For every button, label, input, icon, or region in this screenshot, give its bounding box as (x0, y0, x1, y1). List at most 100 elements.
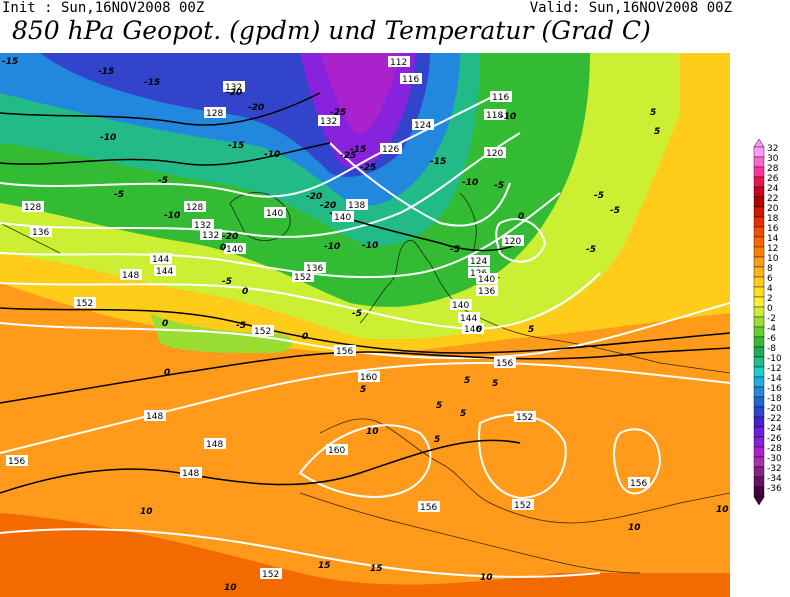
geopotential-label: 148 (146, 412, 163, 422)
legend-label: 28 (767, 164, 779, 174)
legend-label: -22 (767, 414, 782, 424)
geopotential-label-box (468, 267, 490, 278)
geopotential-label-box (462, 323, 484, 334)
temperature-label: 5 (654, 127, 660, 137)
temperature-label: -5 (450, 245, 460, 255)
map-canvas: 1121161161181201201241241261261281281281… (0, 53, 730, 597)
legend-label: 4 (767, 284, 773, 294)
temperature-label: 0 (242, 287, 248, 297)
geopotential-label-box (346, 199, 368, 210)
geopotential-label-box (400, 73, 422, 84)
temperature-label: -25 (360, 163, 376, 173)
valid-time-label: Valid: Sun,16NOV2008 00Z (529, 0, 732, 16)
legend-label: 8 (767, 264, 773, 274)
legend-label: -10 (767, 354, 782, 364)
legend-swatch (753, 396, 765, 408)
legend-label: -30 (767, 454, 782, 464)
temperature-label: -25 (340, 151, 356, 161)
legend-label: 18 (767, 214, 779, 224)
geopotential-label: 128 (24, 203, 41, 213)
temperature-label: -5 (494, 181, 504, 191)
legend-swatch (753, 366, 765, 378)
geopotential-label-box (628, 477, 650, 488)
legend-swatch (753, 336, 765, 348)
temperature-label: 5 (436, 401, 442, 411)
geopotential-label: 148 (122, 271, 139, 281)
geopotential-label-box (418, 501, 440, 512)
legend-label: 16 (767, 224, 779, 234)
geopotential-label: 132 (225, 83, 242, 93)
temperature-legend: 32 30 28 26 24 22 20 18 16 14 12 10 8 6 4 2 0 -2 -4 -6 -8 -10… (752, 138, 790, 509)
geopotential-label: 160 (360, 373, 377, 383)
legend-swatch (753, 186, 765, 198)
geopotential-label-box (184, 201, 206, 212)
temperature-label: 15 (318, 561, 331, 571)
isoline-152-south (0, 528, 601, 578)
geopotential-label-box (252, 325, 274, 336)
geopotential-label-box (264, 207, 286, 218)
temperature-label: 10 (224, 583, 237, 593)
temperature-label: -5 (236, 321, 246, 331)
geopotential-label-box (204, 107, 226, 118)
geopotential-label-box (514, 411, 536, 422)
geopotential-label: 152 (514, 501, 531, 511)
coastline-iceland (229, 192, 291, 241)
legend-swatch (753, 176, 765, 188)
geopotential-label-box (154, 265, 176, 276)
legend-swatch (753, 326, 765, 338)
geopotential-label: 156 (496, 359, 513, 369)
geopotential-label: 140 (226, 245, 243, 255)
geopotential-label: 152 (254, 327, 271, 337)
legend-label: -24 (767, 424, 782, 434)
geopotential-label: 160 (328, 446, 345, 456)
legend-swatch (753, 246, 765, 258)
init-time-label: Init : Sun,16NOV2008 00Z (2, 0, 205, 16)
isotherm-minus15 (0, 92, 321, 126)
geopotential-label: 116 (492, 93, 509, 103)
temperature-label: -20 (306, 192, 322, 202)
geopotential-label-box (334, 345, 356, 356)
geopotential-label: 132 (320, 117, 337, 127)
temperature-label: 0 (476, 325, 482, 335)
temperature-label: -15 (350, 145, 366, 155)
legend-label: -18 (767, 394, 782, 404)
geopotential-label-box (490, 91, 512, 102)
geopotential-label: 156 (8, 457, 25, 467)
geopotential-label: 138 (348, 201, 365, 211)
temperature-label: -5 (158, 176, 168, 186)
temperature-label: -20 (226, 88, 242, 98)
temperature-label: -15 (98, 67, 114, 77)
isoline-156 (0, 361, 730, 454)
geopotential-label-box (358, 371, 380, 382)
temperature-label: 0 (302, 332, 308, 342)
temperature-label: -15 (430, 157, 446, 167)
legend-swatch (753, 166, 765, 178)
temperature-label: -5 (114, 190, 124, 200)
temperature-label: 5 (492, 379, 498, 389)
geopotential-label-box (180, 467, 202, 478)
geopotential-label: 128 (206, 109, 223, 119)
isotherm-minus10 (0, 142, 331, 166)
legend-label: -20 (767, 404, 782, 414)
legend-swatch (753, 436, 765, 448)
geopotential-label-box (380, 143, 402, 154)
temperature-label: -20 (222, 232, 238, 242)
temperature-label: 10 (140, 507, 153, 517)
temperature-label: -10 (264, 150, 280, 160)
isotherm-minus5 (329, 212, 521, 252)
temperature-label: -5 (586, 245, 596, 255)
coastline-greenland (0, 222, 61, 254)
isotherm-10 (0, 439, 521, 494)
temperature-label: 10 (716, 505, 729, 515)
geopotential-label: 148 (206, 440, 223, 450)
legend-label: 20 (767, 204, 779, 214)
temperature-label: 5 (360, 385, 366, 395)
temperature-label: -10 (100, 133, 116, 143)
geopotential-label-box (260, 568, 282, 579)
geopotential-label-box (144, 410, 166, 421)
legend-label: 10 (767, 254, 779, 264)
coastline-north-africa (299, 492, 641, 574)
legend-swatch (753, 146, 765, 158)
isotherm-5 (0, 347, 730, 404)
temperature-label: 0 (220, 243, 226, 253)
